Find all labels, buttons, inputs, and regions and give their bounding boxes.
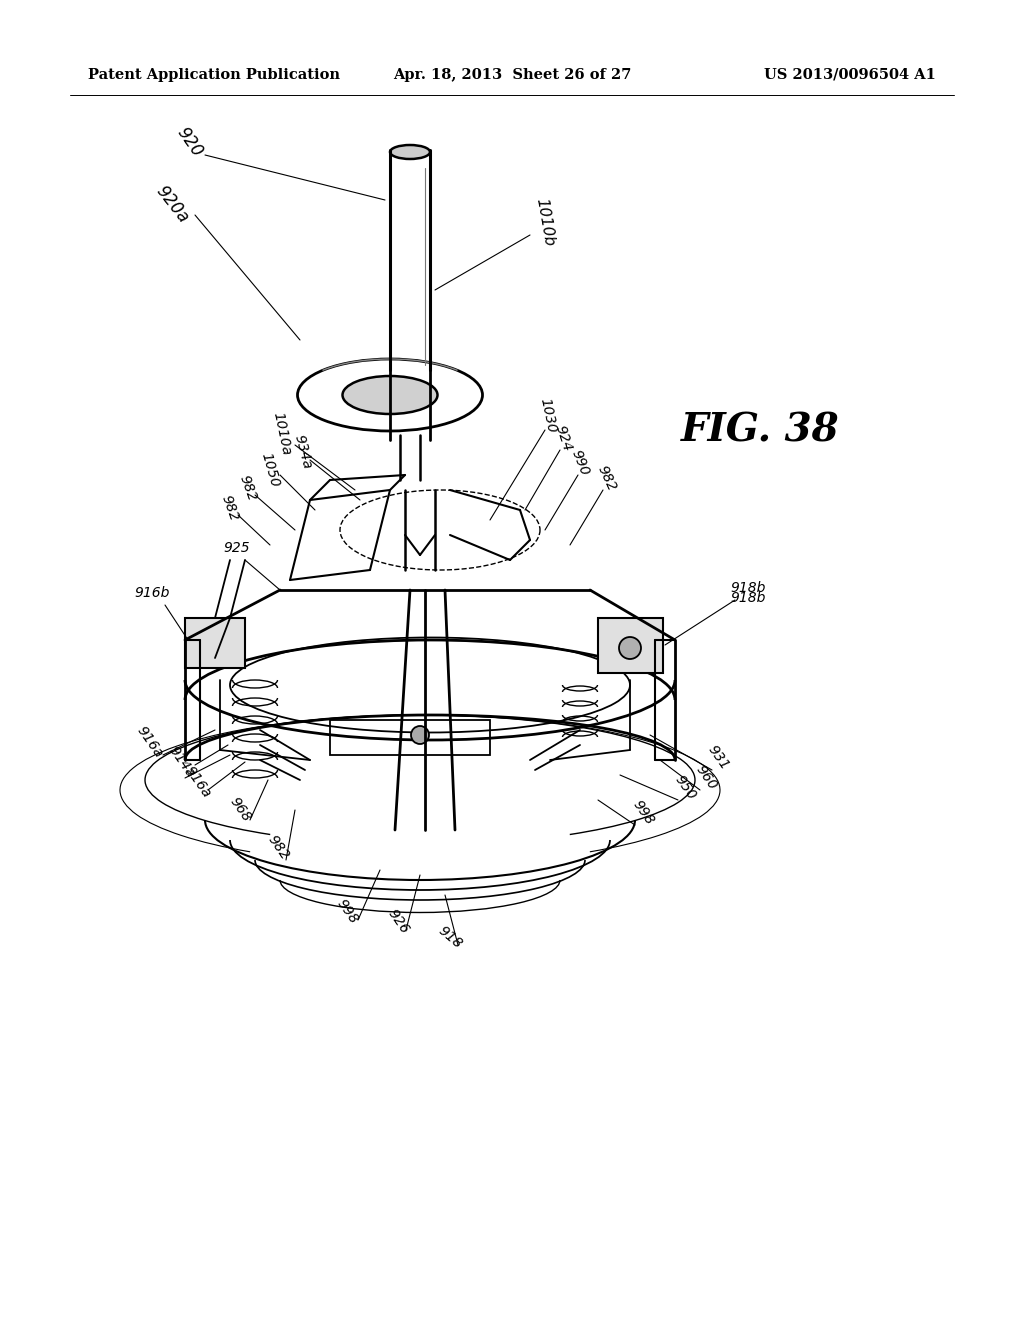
Text: 916b: 916b (134, 586, 170, 601)
Text: 990: 990 (568, 447, 592, 478)
Text: 918b: 918b (730, 581, 766, 595)
Text: 926: 926 (385, 907, 412, 937)
Text: 1010b: 1010b (534, 197, 557, 247)
Ellipse shape (411, 726, 429, 744)
Text: 920a: 920a (152, 183, 193, 227)
Text: 998: 998 (334, 898, 360, 927)
Ellipse shape (342, 376, 437, 414)
Text: 1050: 1050 (258, 451, 282, 488)
Text: 918b: 918b (730, 591, 766, 605)
Text: 982: 982 (264, 833, 292, 863)
Text: 931: 931 (705, 743, 731, 774)
Ellipse shape (390, 145, 430, 158)
Text: 918: 918 (435, 923, 465, 950)
Text: 982: 982 (595, 463, 618, 494)
Text: 914a: 914a (166, 743, 198, 780)
Bar (185, 618, 245, 668)
Text: 934a: 934a (292, 433, 314, 471)
Text: FIG. 38: FIG. 38 (681, 411, 840, 449)
Text: 982: 982 (237, 473, 259, 503)
Text: 916a: 916a (134, 723, 166, 760)
Text: Apr. 18, 2013  Sheet 26 of 27: Apr. 18, 2013 Sheet 26 of 27 (393, 69, 631, 82)
Ellipse shape (618, 638, 641, 659)
Text: 950: 950 (672, 774, 698, 803)
Text: 916a: 916a (182, 763, 214, 800)
Ellipse shape (298, 359, 482, 432)
Text: 1010a: 1010a (270, 411, 294, 457)
Text: 1030: 1030 (538, 397, 558, 434)
Text: 960: 960 (692, 763, 720, 793)
Text: 924: 924 (552, 424, 573, 453)
Text: Patent Application Publication: Patent Application Publication (88, 69, 340, 82)
Text: 998: 998 (630, 799, 656, 828)
Text: US 2013/0096504 A1: US 2013/0096504 A1 (764, 69, 936, 82)
Bar (598, 618, 663, 673)
Text: 968: 968 (226, 795, 253, 825)
Bar (330, 719, 490, 755)
Text: 925: 925 (223, 541, 250, 554)
Text: 920: 920 (173, 124, 207, 160)
Text: 982: 982 (219, 494, 241, 523)
